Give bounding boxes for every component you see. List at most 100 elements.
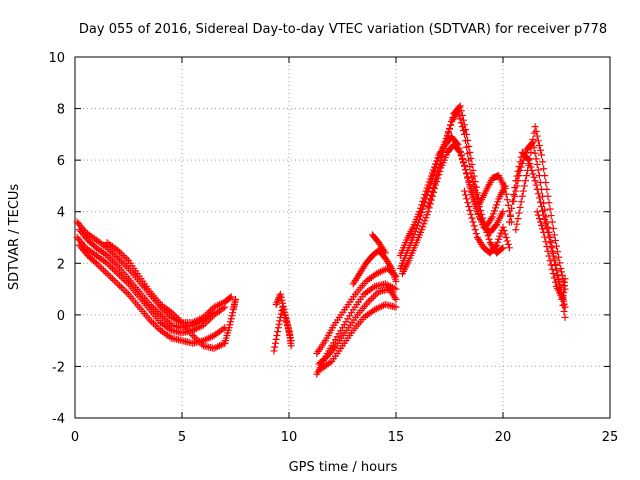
data-point [412, 224, 420, 232]
data-point [458, 111, 466, 119]
y-axis-label: SDTVAR / TECUs [7, 184, 22, 291]
data-point [515, 209, 523, 217]
grid-lines [75, 57, 610, 418]
data-point [513, 182, 521, 190]
data-point [440, 145, 448, 153]
data-point [441, 141, 449, 149]
data-point [449, 114, 457, 122]
data-point [107, 273, 115, 281]
data-point [549, 270, 557, 278]
data-point [510, 197, 518, 205]
data-point [528, 142, 536, 150]
data-point [536, 218, 544, 226]
x-tick-label: 20 [495, 430, 512, 445]
data-point [543, 185, 551, 193]
data-point [506, 211, 514, 219]
data-point [503, 237, 511, 245]
data-point [283, 317, 291, 325]
data-point [227, 315, 235, 323]
data-point [420, 194, 428, 202]
data-point [536, 146, 544, 154]
y-tick-label: 0 [57, 309, 65, 324]
data-point [439, 148, 447, 156]
data-point [549, 249, 557, 257]
data-point [280, 305, 288, 313]
data-point [418, 201, 426, 209]
data-point [516, 166, 524, 174]
data-point [520, 182, 528, 190]
data-point [460, 187, 468, 195]
data-point [557, 268, 565, 276]
data-point [460, 162, 468, 170]
data-point [492, 204, 500, 212]
data-point [456, 148, 464, 156]
data-point [466, 206, 474, 214]
data-point [503, 196, 511, 204]
data-point [226, 294, 234, 302]
data-point [470, 222, 478, 230]
data-point [463, 195, 471, 203]
data-point [538, 151, 546, 159]
data-point [473, 189, 481, 197]
data-point [278, 296, 286, 304]
data-point [276, 317, 284, 325]
data-point [457, 107, 465, 115]
data-point [114, 280, 122, 288]
data-point [468, 214, 476, 222]
data-point [494, 238, 502, 246]
data-point [433, 157, 441, 165]
data-point [271, 343, 279, 351]
data-point [421, 217, 429, 225]
data-point [431, 163, 439, 171]
data-point [544, 192, 552, 200]
data-point [422, 187, 430, 195]
data-point [426, 195, 434, 203]
data-point [110, 276, 118, 284]
data-point [504, 201, 512, 209]
data-point [108, 275, 116, 283]
data-point [550, 274, 558, 282]
data-point [112, 268, 120, 276]
data-point [232, 295, 239, 303]
data-point [498, 245, 506, 253]
data-point [547, 239, 555, 247]
data-point [525, 161, 533, 169]
data-point [534, 190, 542, 198]
data-point [488, 213, 496, 221]
data-point [466, 148, 474, 156]
data-point [534, 137, 542, 145]
data-point [274, 324, 282, 332]
data-point [550, 231, 558, 239]
data-point [274, 328, 282, 336]
data-point [100, 266, 108, 274]
data-point [512, 187, 520, 195]
data-point [548, 265, 556, 273]
data-point [105, 271, 113, 279]
data-point [433, 172, 441, 180]
y-tick-label: 2 [57, 257, 65, 272]
data-point [517, 163, 525, 171]
data-point [275, 320, 283, 328]
data-point [533, 208, 541, 216]
data-point [472, 183, 480, 191]
data-point [544, 247, 552, 255]
data-point [148, 302, 156, 310]
data-point [462, 126, 470, 134]
data-point [494, 198, 502, 206]
data-point [500, 227, 508, 235]
data-point [465, 142, 473, 150]
data-point [559, 301, 567, 309]
data-point [228, 312, 236, 320]
data-point [538, 221, 546, 229]
data-point [272, 335, 280, 343]
data-point [464, 173, 472, 181]
data-point [225, 324, 233, 332]
data-point [227, 293, 235, 301]
data-point [446, 125, 453, 133]
data-point [276, 290, 284, 298]
data-point [467, 185, 475, 193]
data-point [551, 237, 559, 245]
data-point [447, 121, 455, 129]
data-point [543, 224, 551, 232]
